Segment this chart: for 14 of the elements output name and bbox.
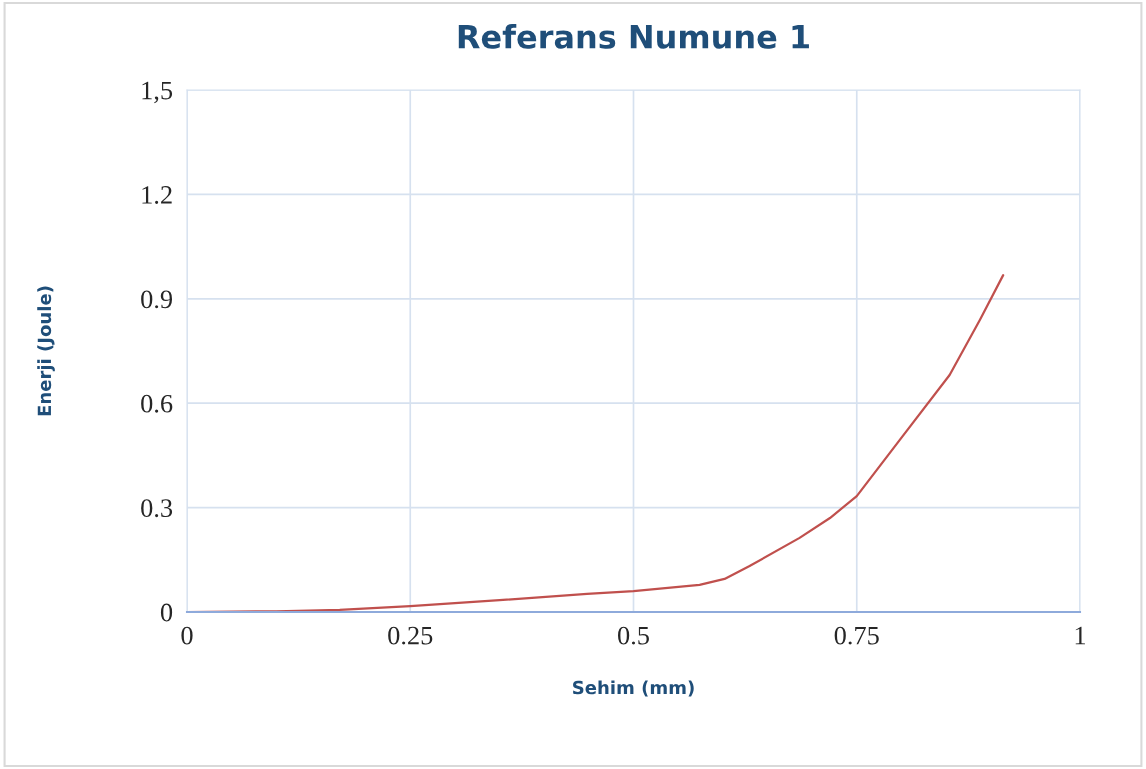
y-tick-label: 0.9 — [141, 290, 173, 309]
x-tick-label: 0.5 — [618, 626, 649, 645]
y-tick-label: 0 — [160, 603, 173, 622]
x-tick-label: 0.75 — [834, 626, 879, 645]
x-tick-label: 0.25 — [388, 626, 433, 645]
y-tick-label: 1.2 — [142, 186, 172, 204]
y-tick-label: 1,5 — [142, 81, 173, 104]
y-tick-label: 0.6 — [141, 394, 173, 413]
x-tick-label: 1 — [1075, 626, 1086, 645]
x-tick-label: 0 — [181, 626, 193, 645]
y-axis-title: Enerji (Joule) — [37, 286, 55, 416]
chart-title: Referans Numune 1 — [458, 24, 809, 49]
x-axis-title: Sehim (mm) — [573, 680, 694, 697]
y-tick-label: 0.3 — [141, 499, 173, 518]
